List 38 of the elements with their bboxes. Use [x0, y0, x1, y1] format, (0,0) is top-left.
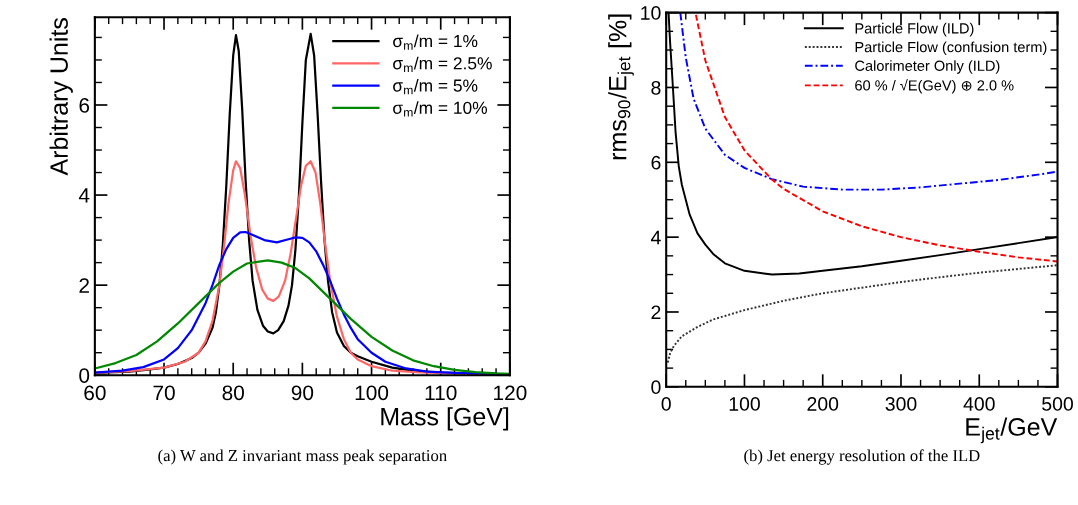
- legend-label: Calorimeter Only (ILD): [855, 60, 1000, 74]
- x-tick-label: 80: [222, 385, 244, 401]
- x-tick-label: 100: [355, 385, 389, 401]
- x-tick-label: 300: [885, 397, 917, 411]
- legend-label: σ$_{m}$/m = 10%: [393, 101, 488, 117]
- legend-label: σ$_{m}$/m = 5%: [393, 78, 478, 95]
- text: (a) W and Z invariant mass peak separation: [158, 449, 447, 465]
- x-tick-label: 60: [84, 385, 106, 401]
- y-tick-label: 2: [651, 305, 661, 320]
- x-tick-label: 500: [1042, 397, 1073, 411]
- y-tick-label: 6: [651, 155, 661, 170]
- legend-label: σ$_{m}$/m = 1%: [393, 34, 478, 50]
- line-series: [679, 12, 1058, 191]
- y-tick-label: 0: [79, 368, 90, 383]
- x-tick-label: 70: [153, 385, 175, 401]
- y-axis-title: Arbitrary Units: [49, 18, 73, 176]
- x-tick-label: 110: [425, 385, 457, 401]
- x-tick-label: 100: [729, 397, 760, 411]
- y-tick-label: 6: [79, 97, 90, 113]
- y-tick-label: 2: [79, 278, 89, 293]
- x-tick-label: 400: [963, 397, 995, 411]
- text: (b) Jet energy resolution of the ILD: [744, 449, 980, 465]
- x-tick-label: 120: [494, 385, 527, 401]
- legend-label: σ$_{m}$/m = 2.5%: [393, 56, 492, 73]
- x-tick-label: 0: [661, 397, 671, 411]
- x-tick-label: 200: [807, 397, 839, 411]
- y-tick-label: 8: [651, 80, 661, 95]
- y-tick-label: 4: [650, 230, 661, 245]
- y-tick-label: 10: [641, 6, 661, 20]
- x-tick-label: 90: [291, 385, 314, 401]
- x-axis-title: E$_{jet}$/GeV: [966, 417, 1058, 444]
- y-tick-label: 4: [78, 188, 90, 203]
- line-series: [666, 264, 1058, 364]
- y-axis-title: rms$_{90}$/E$_{jet}$ [%]: [608, 14, 634, 160]
- legend-label: 60 % / √E(GeV) ⊕ 2.0 %: [855, 78, 1014, 94]
- x-axis-title: Mass [GeV]: [381, 407, 509, 431]
- legend-label: Particle Flow (ILD): [855, 22, 974, 37]
- legend-label: Particle Flow (confusion term): [855, 41, 1047, 56]
